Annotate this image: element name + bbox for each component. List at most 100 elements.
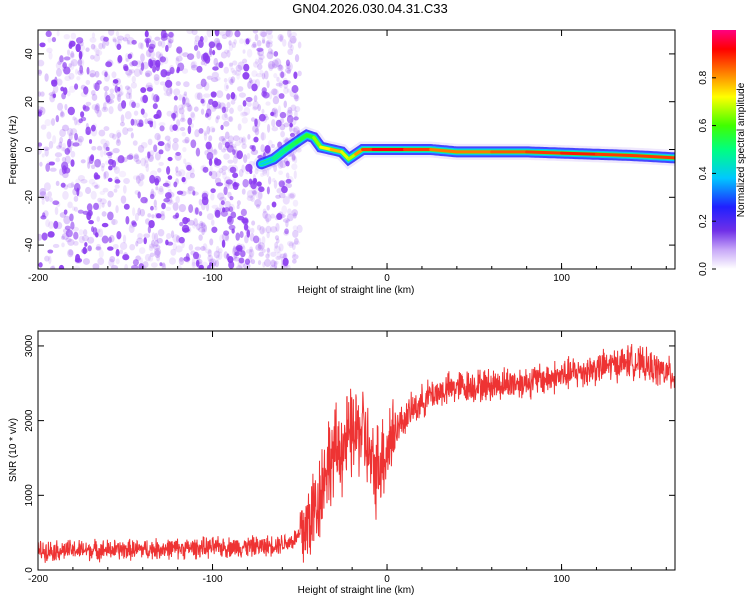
noise-point: [209, 165, 213, 174]
colorbar-tick-label: 0.0: [698, 262, 709, 276]
noise-point: [245, 38, 250, 45]
noise-point: [39, 161, 43, 167]
noise-point: [258, 251, 264, 257]
noise-point: [42, 146, 50, 151]
noise-point: [194, 129, 200, 138]
noise-point: [225, 30, 234, 38]
noise-point: [243, 262, 251, 269]
noise-point: [41, 198, 45, 205]
ridge-core-segment: [259, 157, 276, 166]
noise-point: [176, 46, 183, 54]
noise-point: [67, 238, 75, 246]
noise-point: [60, 235, 65, 240]
noise-point: [112, 166, 118, 171]
ridge-core-segment: [525, 150, 564, 155]
noise-point: [139, 208, 146, 217]
noise-point: [252, 186, 256, 196]
noise-point: [225, 181, 230, 190]
noise-point: [208, 40, 216, 48]
noise-point: [90, 164, 96, 170]
noise-point: [220, 51, 228, 59]
noise-point: [198, 198, 203, 206]
noise-point: [187, 53, 195, 60]
noise-point: [38, 146, 42, 155]
noise-point: [190, 60, 198, 69]
noise-point: [267, 123, 271, 133]
noise-point: [257, 242, 265, 250]
noise-point: [257, 191, 263, 200]
noise-point: [184, 97, 190, 106]
noise-point: [157, 40, 162, 47]
noise-point: [55, 78, 63, 86]
noise-point: [129, 243, 136, 251]
noise-point: [273, 261, 278, 269]
noise-point: [229, 166, 237, 174]
noise-point: [159, 125, 165, 132]
noise-point: [132, 175, 138, 180]
noise-point: [223, 153, 230, 160]
noise-point: [179, 117, 186, 123]
spectrogram-ridge: [253, 126, 675, 172]
noise-point: [252, 125, 259, 133]
noise-point: [77, 135, 84, 143]
noise-point: [282, 79, 289, 85]
noise-point: [150, 262, 158, 268]
noise-point: [288, 242, 294, 248]
noise-point: [252, 190, 258, 195]
noise-point: [284, 228, 289, 235]
noise-point: [274, 235, 280, 241]
noise-point: [117, 93, 122, 103]
noise-point: [144, 70, 152, 77]
noise-point: [150, 205, 154, 211]
noise-point: [68, 63, 72, 68]
noise-point: [146, 87, 153, 92]
noise-point: [80, 179, 88, 184]
noise-point: [63, 66, 71, 75]
noise-point: [95, 103, 100, 112]
noise-point: [116, 43, 122, 50]
noise-point: [224, 49, 230, 54]
noise-point: [155, 51, 162, 59]
noise-point: [45, 163, 51, 172]
noise-point: [67, 201, 73, 209]
noise-point: [279, 123, 286, 131]
noise-point: [107, 190, 114, 198]
noise-point: [175, 55, 183, 62]
noise-point: [70, 181, 75, 188]
noise-point: [160, 69, 168, 78]
noise-point: [203, 132, 208, 141]
noise-point: [86, 66, 90, 75]
noise-point: [209, 46, 213, 56]
noise-point: [250, 187, 259, 195]
noise-point: [61, 242, 65, 248]
noise-point: [165, 71, 171, 76]
noise-point: [44, 255, 50, 262]
noise-point: [254, 118, 261, 128]
snr-series-line: [38, 343, 675, 563]
noise-point: [277, 105, 281, 114]
noise-point: [111, 133, 117, 140]
noise-point: [237, 86, 244, 92]
noise-point: [281, 186, 288, 194]
noise-point: [93, 54, 101, 62]
noise-point: [293, 93, 299, 102]
noise-point: [64, 225, 71, 231]
noise-point: [74, 132, 79, 141]
noise-point: [105, 61, 113, 68]
noise-point: [43, 182, 51, 191]
noise-point: [242, 49, 246, 54]
noise-point: [264, 213, 272, 223]
noise-point: [223, 78, 228, 83]
noise-point: [273, 260, 279, 265]
noise-point: [192, 223, 197, 229]
noise-point: [122, 185, 127, 194]
noise-point: [186, 164, 192, 171]
noise-point: [95, 246, 101, 251]
noise-point: [76, 187, 80, 197]
noise-point: [230, 76, 236, 84]
noise-point: [193, 218, 198, 227]
noise-point: [236, 243, 243, 249]
noise-point: [236, 247, 243, 253]
noise-point: [103, 170, 109, 179]
